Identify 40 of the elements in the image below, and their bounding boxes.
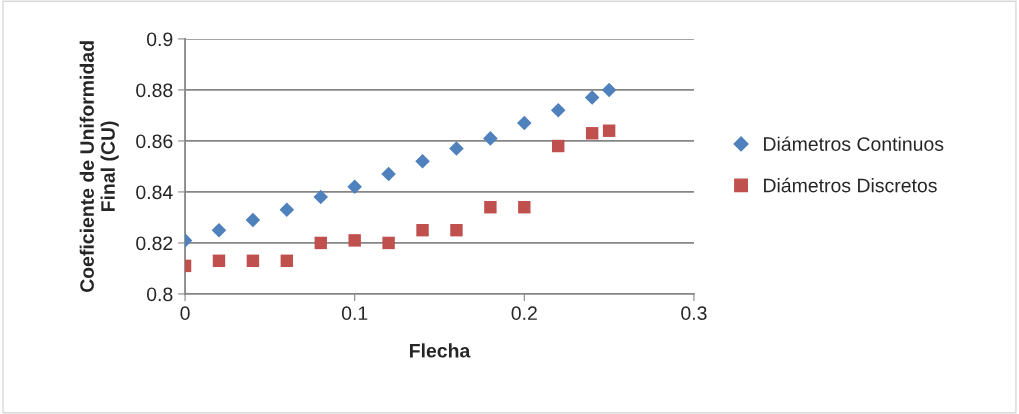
x-axis-title: Flecha [410, 343, 471, 358]
point [348, 234, 361, 247]
point [484, 201, 497, 214]
y-tick-label: 0.84 [136, 185, 173, 200]
point [450, 223, 463, 237]
point [584, 90, 600, 105]
point [381, 166, 396, 182]
point [245, 212, 261, 228]
point [212, 254, 226, 267]
y-tick-label: 0.8 [146, 287, 173, 302]
point [601, 82, 617, 98]
legend-label: Diámetros Continuos [764, 136, 944, 151]
point [280, 254, 294, 267]
y-tick-label: 0.9 [146, 32, 173, 47]
x-tick-label: 0 [180, 306, 190, 321]
x-tick-label: 0.3 [681, 306, 707, 321]
point [279, 202, 295, 218]
legend-label: Diámetros Discretos [764, 177, 937, 193]
x-tick-label: 0.1 [341, 306, 368, 321]
point [552, 139, 565, 153]
point [517, 115, 532, 131]
y-tick-label: 0.86 [136, 134, 173, 149]
point [347, 179, 362, 195]
point [246, 254, 260, 267]
point [483, 131, 498, 146]
point [382, 236, 395, 250]
point [313, 189, 329, 205]
point [585, 127, 599, 140]
y-axis-title: Coeficiente de Uniformidad Final (CU) [79, 41, 119, 293]
point [211, 222, 227, 238]
point [415, 154, 430, 169]
x-tick-label: 0.2 [511, 306, 537, 321]
point [416, 223, 429, 237]
point [602, 124, 616, 137]
point [449, 141, 464, 156]
y-tick-label: 0.82 [136, 236, 173, 251]
point [550, 103, 566, 118]
point [518, 201, 531, 214]
y-tick-label: 0.88 [136, 83, 173, 98]
point [314, 236, 327, 250]
